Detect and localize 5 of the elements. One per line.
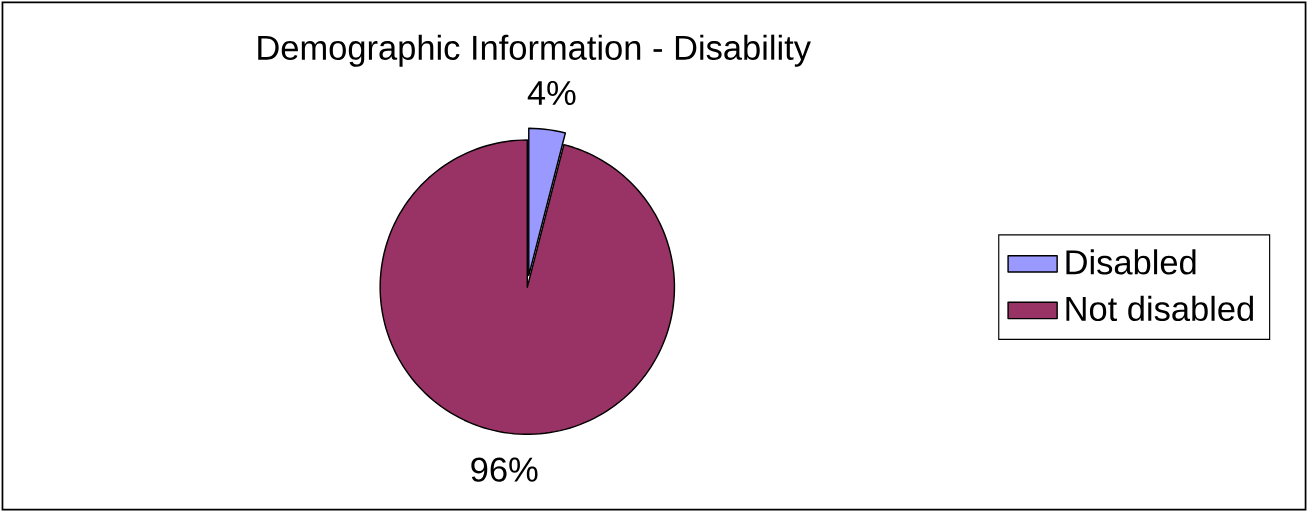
legend-label: Disabled [1066, 249, 1196, 275]
legend-label: Not disabled [1066, 295, 1253, 322]
data-label: 4% [527, 80, 576, 106]
data-label: 96% [471, 457, 538, 482]
chart-title: Demographic Information - Disability [258, 34, 811, 67]
